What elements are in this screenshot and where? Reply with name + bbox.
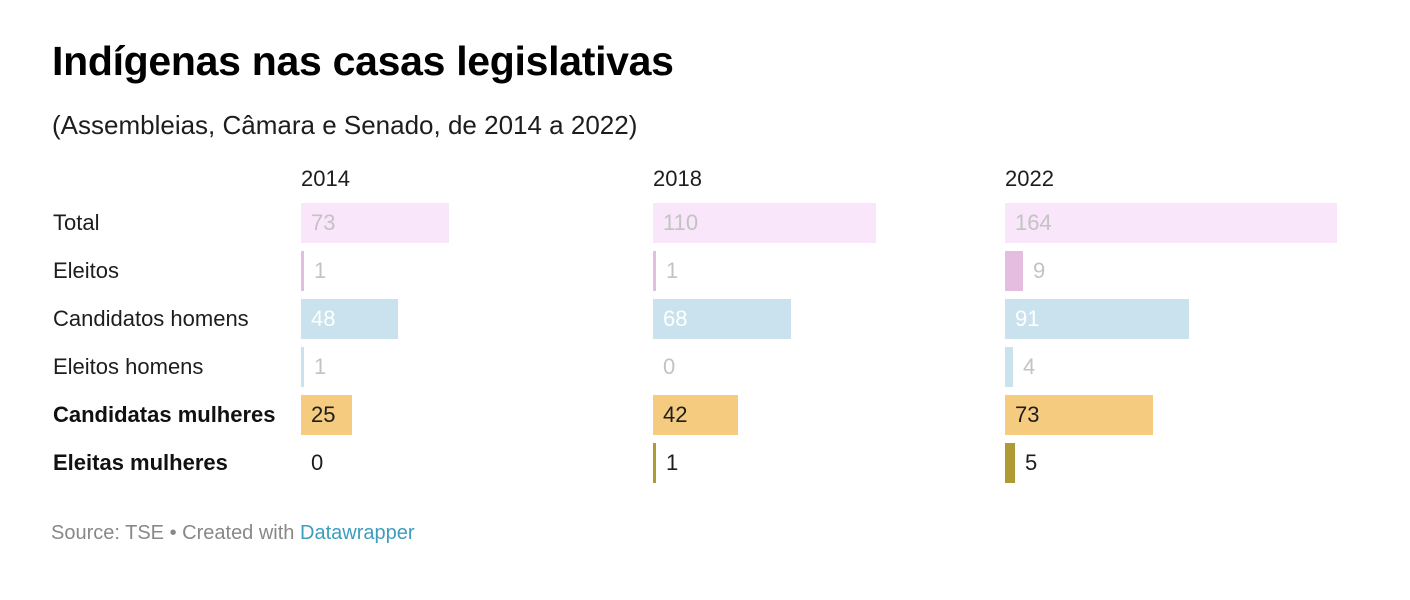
data-label: 164	[1015, 210, 1052, 235]
data-label: 1	[314, 354, 327, 379]
data-label: 1	[666, 450, 679, 475]
column-header-2014: 2014	[301, 166, 350, 191]
bar	[1005, 443, 1015, 483]
bar	[301, 395, 352, 435]
data-label: 0	[311, 450, 324, 475]
data-label: 42	[663, 402, 688, 427]
data-label: 25	[311, 402, 336, 427]
chart-title: Indígenas nas casas legislativas	[52, 38, 674, 84]
bar	[1005, 251, 1023, 291]
bar	[1005, 203, 1337, 243]
chart-subtitle: (Assembleias, Câmara e Senado, de 2014 a…	[52, 110, 638, 140]
footer-separator: •	[164, 522, 183, 544]
data-label: 73	[1015, 402, 1040, 427]
data-label: 4	[1023, 354, 1036, 379]
bar	[653, 251, 656, 291]
row-label: Eleitas mulheres	[53, 450, 228, 475]
row-label: Total	[53, 210, 100, 235]
data-label: 1	[666, 258, 679, 283]
footer: Source: TSE • Created with Datawrapper	[51, 522, 415, 545]
data-label: 48	[311, 306, 336, 331]
row-label: Eleitos homens	[53, 354, 204, 379]
data-label: 0	[663, 354, 676, 379]
data-label: 5	[1025, 450, 1038, 475]
bar	[653, 395, 738, 435]
bar	[653, 299, 791, 339]
row-label: Eleitos	[53, 258, 120, 283]
source-text: Source: TSE	[51, 522, 165, 544]
data-label: 110	[663, 210, 699, 235]
bar	[301, 203, 449, 243]
bar	[1005, 347, 1013, 387]
data-label: 91	[1015, 306, 1040, 331]
data-label: 1	[314, 258, 327, 283]
created-with-text: Created with	[182, 522, 300, 544]
row-label: Candidatos homens	[53, 306, 249, 331]
row-label: Candidatas mulheres	[53, 402, 276, 427]
bar	[301, 299, 398, 339]
column-header-2018: 2018	[653, 166, 702, 191]
data-label: 73	[311, 210, 336, 235]
datawrapper-link[interactable]: Datawrapper	[300, 522, 415, 544]
bar	[653, 443, 656, 483]
bar	[301, 251, 304, 291]
column-header-2022: 2022	[1005, 166, 1054, 191]
bar	[653, 203, 876, 243]
bar	[301, 347, 304, 387]
bar	[1005, 299, 1189, 339]
data-label: 68	[663, 306, 688, 331]
data-label: 9	[1033, 258, 1046, 283]
bar	[1005, 395, 1153, 435]
